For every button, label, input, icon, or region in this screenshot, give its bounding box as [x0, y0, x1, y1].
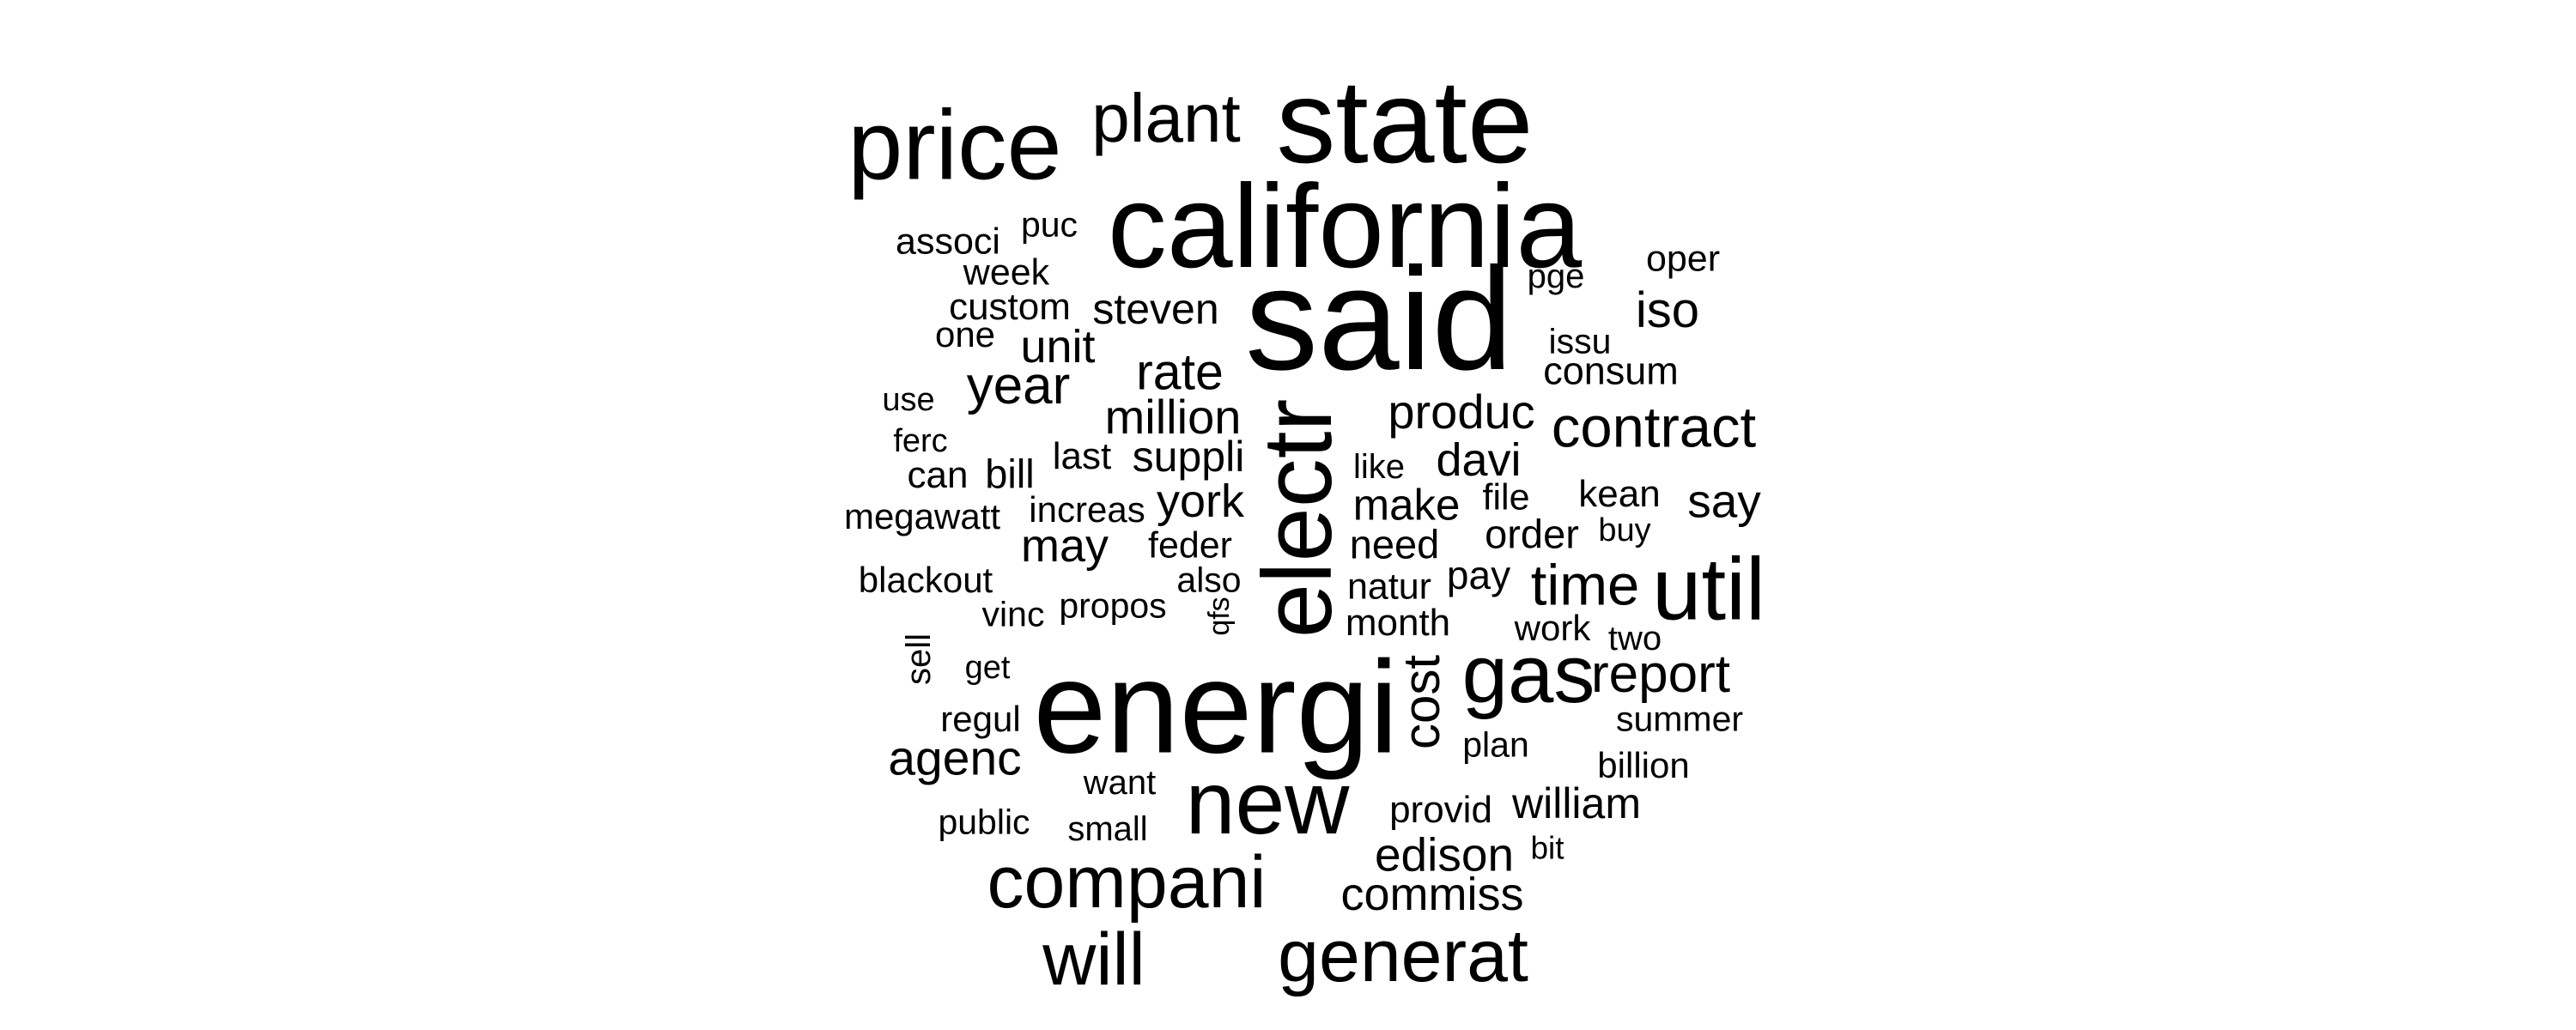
cloud-word-order: order [1485, 511, 1579, 557]
cloud-word-small: small [1067, 810, 1148, 848]
cloud-word-feder: feder [1147, 524, 1233, 566]
cloud-word-produc: produc [1388, 385, 1535, 439]
cloud-word-summer: summer [1615, 699, 1744, 739]
cloud-word-qfs: qfs [1203, 597, 1236, 636]
cloud-word-unit: unit [1020, 321, 1096, 373]
cloud-word-million: million [1104, 390, 1242, 444]
cloud-word-month: month [1345, 602, 1451, 644]
cloud-word-cost: cost [1393, 654, 1450, 750]
cloud-word-puc: puc [1020, 204, 1078, 245]
cloud-word-last: last [1052, 435, 1112, 477]
cloud-word-electr: electr [1243, 398, 1352, 639]
cloud-word-steven: steven [1092, 285, 1219, 333]
cloud-word-contract: contract [1551, 395, 1757, 460]
cloud-word-blackout: blackout [858, 560, 993, 600]
cloud-word-said: said [1245, 238, 1513, 401]
cloud-word-billion: billion [1597, 745, 1690, 785]
cloud-word-state: state [1276, 56, 1534, 188]
cloud-word-oper: oper [1645, 238, 1721, 280]
cloud-word-associ: associ [896, 221, 1000, 263]
cloud-word-year: year [966, 356, 1071, 415]
cloud-word-public: public [938, 802, 1030, 842]
cloud-word-william: william [1512, 779, 1641, 827]
cloud-word-time: time [1530, 553, 1640, 618]
cloud-word-may: may [1020, 520, 1109, 572]
cloud-word-edison: edison [1374, 827, 1515, 882]
cloud-word-vinc: vinc [981, 594, 1045, 634]
cloud-word-kean: kean [1578, 473, 1661, 515]
cloud-word-natur: natur [1346, 566, 1432, 608]
cloud-word-generat: generat [1278, 915, 1528, 997]
cloud-word-compani: compani [987, 841, 1267, 924]
cloud-word-one: one [934, 314, 996, 354]
cloud-word-util: util [1652, 539, 1765, 639]
cloud-word-plan: plan [1462, 724, 1529, 765]
cloud-word-new: new [1185, 754, 1350, 853]
cloud-word-file: file [1482, 476, 1530, 518]
cloud-word-consum: consum [1543, 348, 1679, 393]
cloud-word-megawatt: megawatt [843, 496, 1001, 536]
cloud-word-davi: davi [1436, 434, 1522, 486]
cloud-word-ferc: ferc [893, 423, 948, 459]
cloud-word-report: report [1591, 645, 1730, 704]
cloud-word-agenc: agenc [888, 730, 1022, 786]
cloud-word-get: get [964, 650, 1011, 686]
cloud-word-two: two [1607, 620, 1662, 657]
cloud-word-suppli: suppli [1132, 433, 1245, 481]
cloud-word-week: week [963, 251, 1050, 294]
cloud-word-issu: issu [1548, 321, 1612, 361]
cloud-word-say: say [1687, 474, 1761, 528]
cloud-word-york: york [1156, 476, 1245, 527]
cloud-word-like: like [1352, 448, 1406, 486]
cloud-word-iso: iso [1635, 282, 1700, 338]
cloud-word-pge: pge [1527, 258, 1585, 295]
cloud-word-bill: bill [985, 451, 1035, 497]
cloud-word-energi: energi [1033, 633, 1399, 781]
cloud-word-gas: gas [1461, 628, 1595, 720]
cloud-word-provid: provid [1389, 789, 1492, 831]
cloud-word-work: work [1514, 608, 1591, 648]
cloud-word-propos: propos [1059, 585, 1167, 626]
cloud-word-sell: sell [900, 633, 938, 686]
cloud-word-buy: buy [1598, 512, 1651, 548]
cloud-word-make: make [1352, 480, 1461, 530]
cloud-word-use: use [882, 382, 935, 418]
cloud-word-commiss: commiss [1340, 869, 1524, 920]
cloud-word-increas: increas [1029, 489, 1145, 530]
cloud-word-price: price [848, 90, 1062, 201]
cloud-word-pay: pay [1446, 553, 1511, 597]
cloud-word-also: also [1176, 560, 1242, 600]
cloud-word-plant: plant [1091, 80, 1241, 156]
cloud-word-need: need [1349, 521, 1440, 567]
cloud-word-can: can [907, 454, 969, 496]
cloud-word-rate: rate [1136, 343, 1224, 401]
cloud-word-california: california [1107, 161, 1583, 293]
cloud-word-bit: bit [1530, 830, 1564, 866]
cloud-word-regul: regul [940, 699, 1021, 739]
cloud-word-custom: custom [949, 286, 1071, 328]
cloud-word-will: will [1042, 918, 1145, 1001]
cloud-word-want: want [1083, 764, 1157, 802]
